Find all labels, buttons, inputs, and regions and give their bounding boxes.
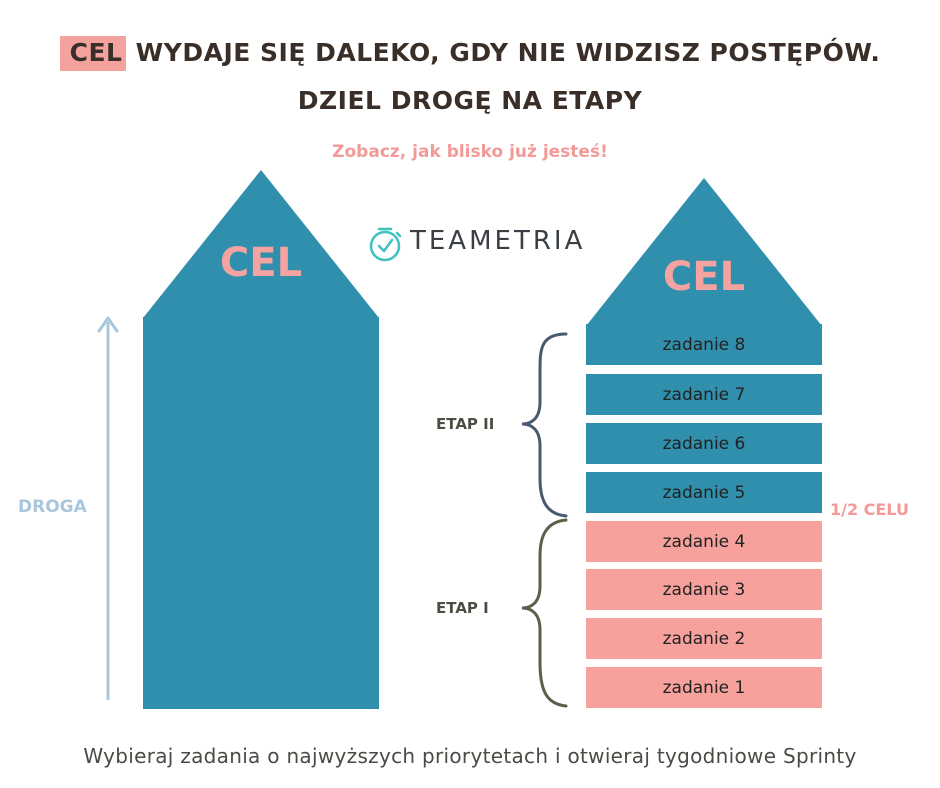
title-line-1-text: WYDAJE SIĘ DALEKO, GDY NIE WIDZISZ POSTĘ… — [126, 38, 881, 67]
logo-text: TEAMETRIA — [410, 226, 586, 256]
task-block: zadanie 5 — [586, 472, 822, 513]
task-block: zadanie 4 — [586, 521, 822, 562]
stage-2-label: ETAP II — [436, 415, 495, 433]
task-block: zadanie 6 — [586, 423, 822, 464]
left-goal-label: CEL — [219, 240, 303, 286]
footer-text: Wybieraj zadania o najwyższych priorytet… — [83, 744, 857, 768]
task-block: zadanie 3 — [586, 569, 822, 610]
title-highlight: CEL — [59, 36, 127, 71]
task-block: zadanie 8 — [586, 324, 822, 365]
right-goal-label: CEL — [662, 254, 746, 300]
logo: TEAMETRIA — [366, 222, 596, 264]
title-line-2: DZIEL DROGĘ NA ETAPY — [297, 86, 643, 115]
left-house-body — [143, 317, 379, 709]
task-block: zadanie 1 — [586, 667, 822, 708]
road-label: DROGA — [18, 497, 87, 517]
subtitle: Zobacz, jak blisko już jesteś! — [332, 142, 608, 162]
stage-1-brace — [521, 518, 568, 708]
left-house-roof — [143, 170, 379, 318]
right-house-roof — [586, 178, 822, 326]
task-block: zadanie 7 — [586, 374, 822, 415]
half-goal-label: 1/2 CELU — [830, 500, 909, 519]
task-block: zadanie 2 — [586, 618, 822, 659]
stage-1-label: ETAP I — [436, 599, 489, 617]
title-line-1: CEL WYDAJE SIĘ DALEKO, GDY NIE WIDZISZ P… — [0, 36, 940, 71]
stage-2-brace — [521, 332, 568, 518]
